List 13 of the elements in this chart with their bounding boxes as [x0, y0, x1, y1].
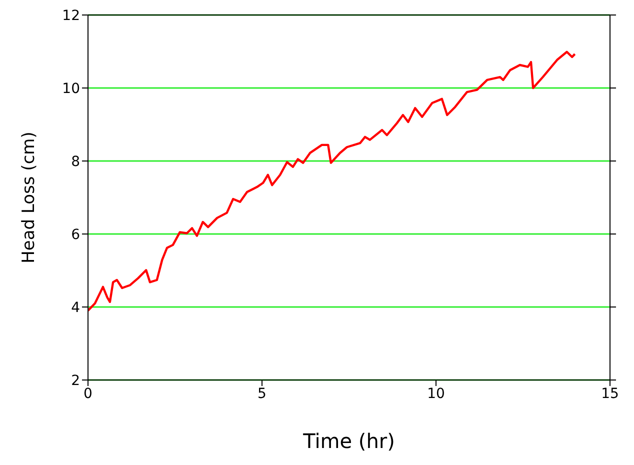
line-series — [88, 50, 576, 312]
x-tick-label: 5 — [258, 386, 266, 402]
y-axis-title: Head Loss (cm) — [19, 132, 40, 264]
x-tick-label: 0 — [84, 386, 92, 402]
x-axis-title: Time (hr) — [302, 429, 395, 453]
x-tick-label: 15 — [601, 386, 619, 402]
x-tick-label: 10 — [427, 386, 445, 402]
y-tick-label: 6 — [71, 226, 80, 243]
y-tick-label: 2 — [71, 372, 80, 389]
y-tick-label: 4 — [71, 300, 80, 316]
y-tick-label: 10 — [62, 80, 80, 97]
y-tick-label: 12 — [62, 8, 80, 24]
y-tick-label: 8 — [71, 154, 80, 170]
